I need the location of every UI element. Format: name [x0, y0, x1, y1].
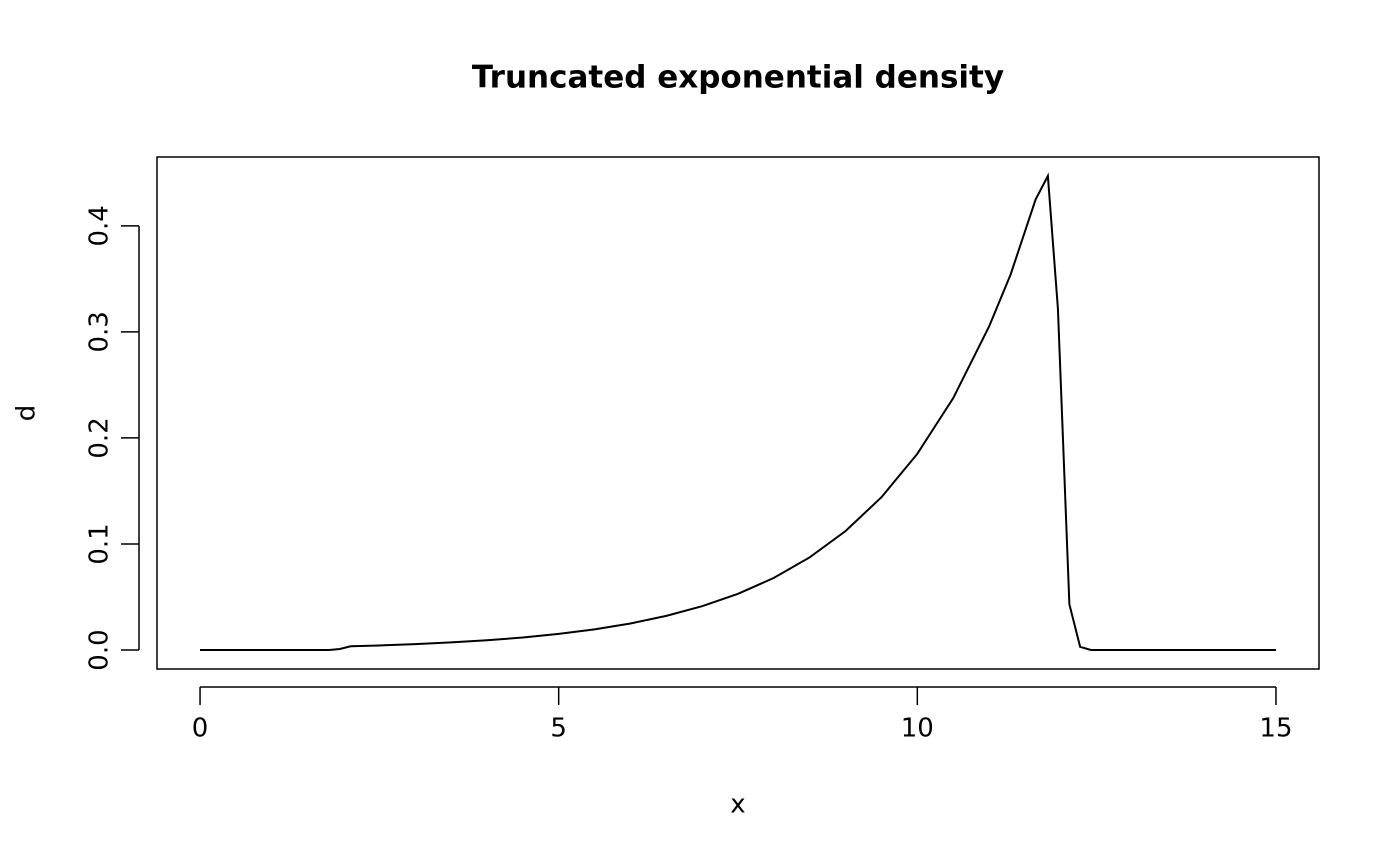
y-tick-label: 0.2	[85, 417, 115, 458]
y-tick-label: 0.3	[85, 311, 115, 352]
y-tick-label: 0.0	[85, 629, 115, 670]
chart-title: Truncated exponential density	[472, 60, 1004, 96]
y-tick-label: 0.4	[85, 205, 115, 246]
x-tick-label: 0	[192, 714, 209, 744]
y-axis-label: d	[12, 405, 42, 422]
x-tick-label: 5	[550, 714, 567, 744]
x-tick-label: 15	[1259, 714, 1292, 744]
x-tick-label: 10	[901, 714, 934, 744]
x-axis-label: x	[730, 790, 745, 820]
y-tick-label: 0.1	[85, 523, 115, 564]
density-line	[200, 172, 1276, 652]
plot-frame	[156, 156, 1320, 670]
